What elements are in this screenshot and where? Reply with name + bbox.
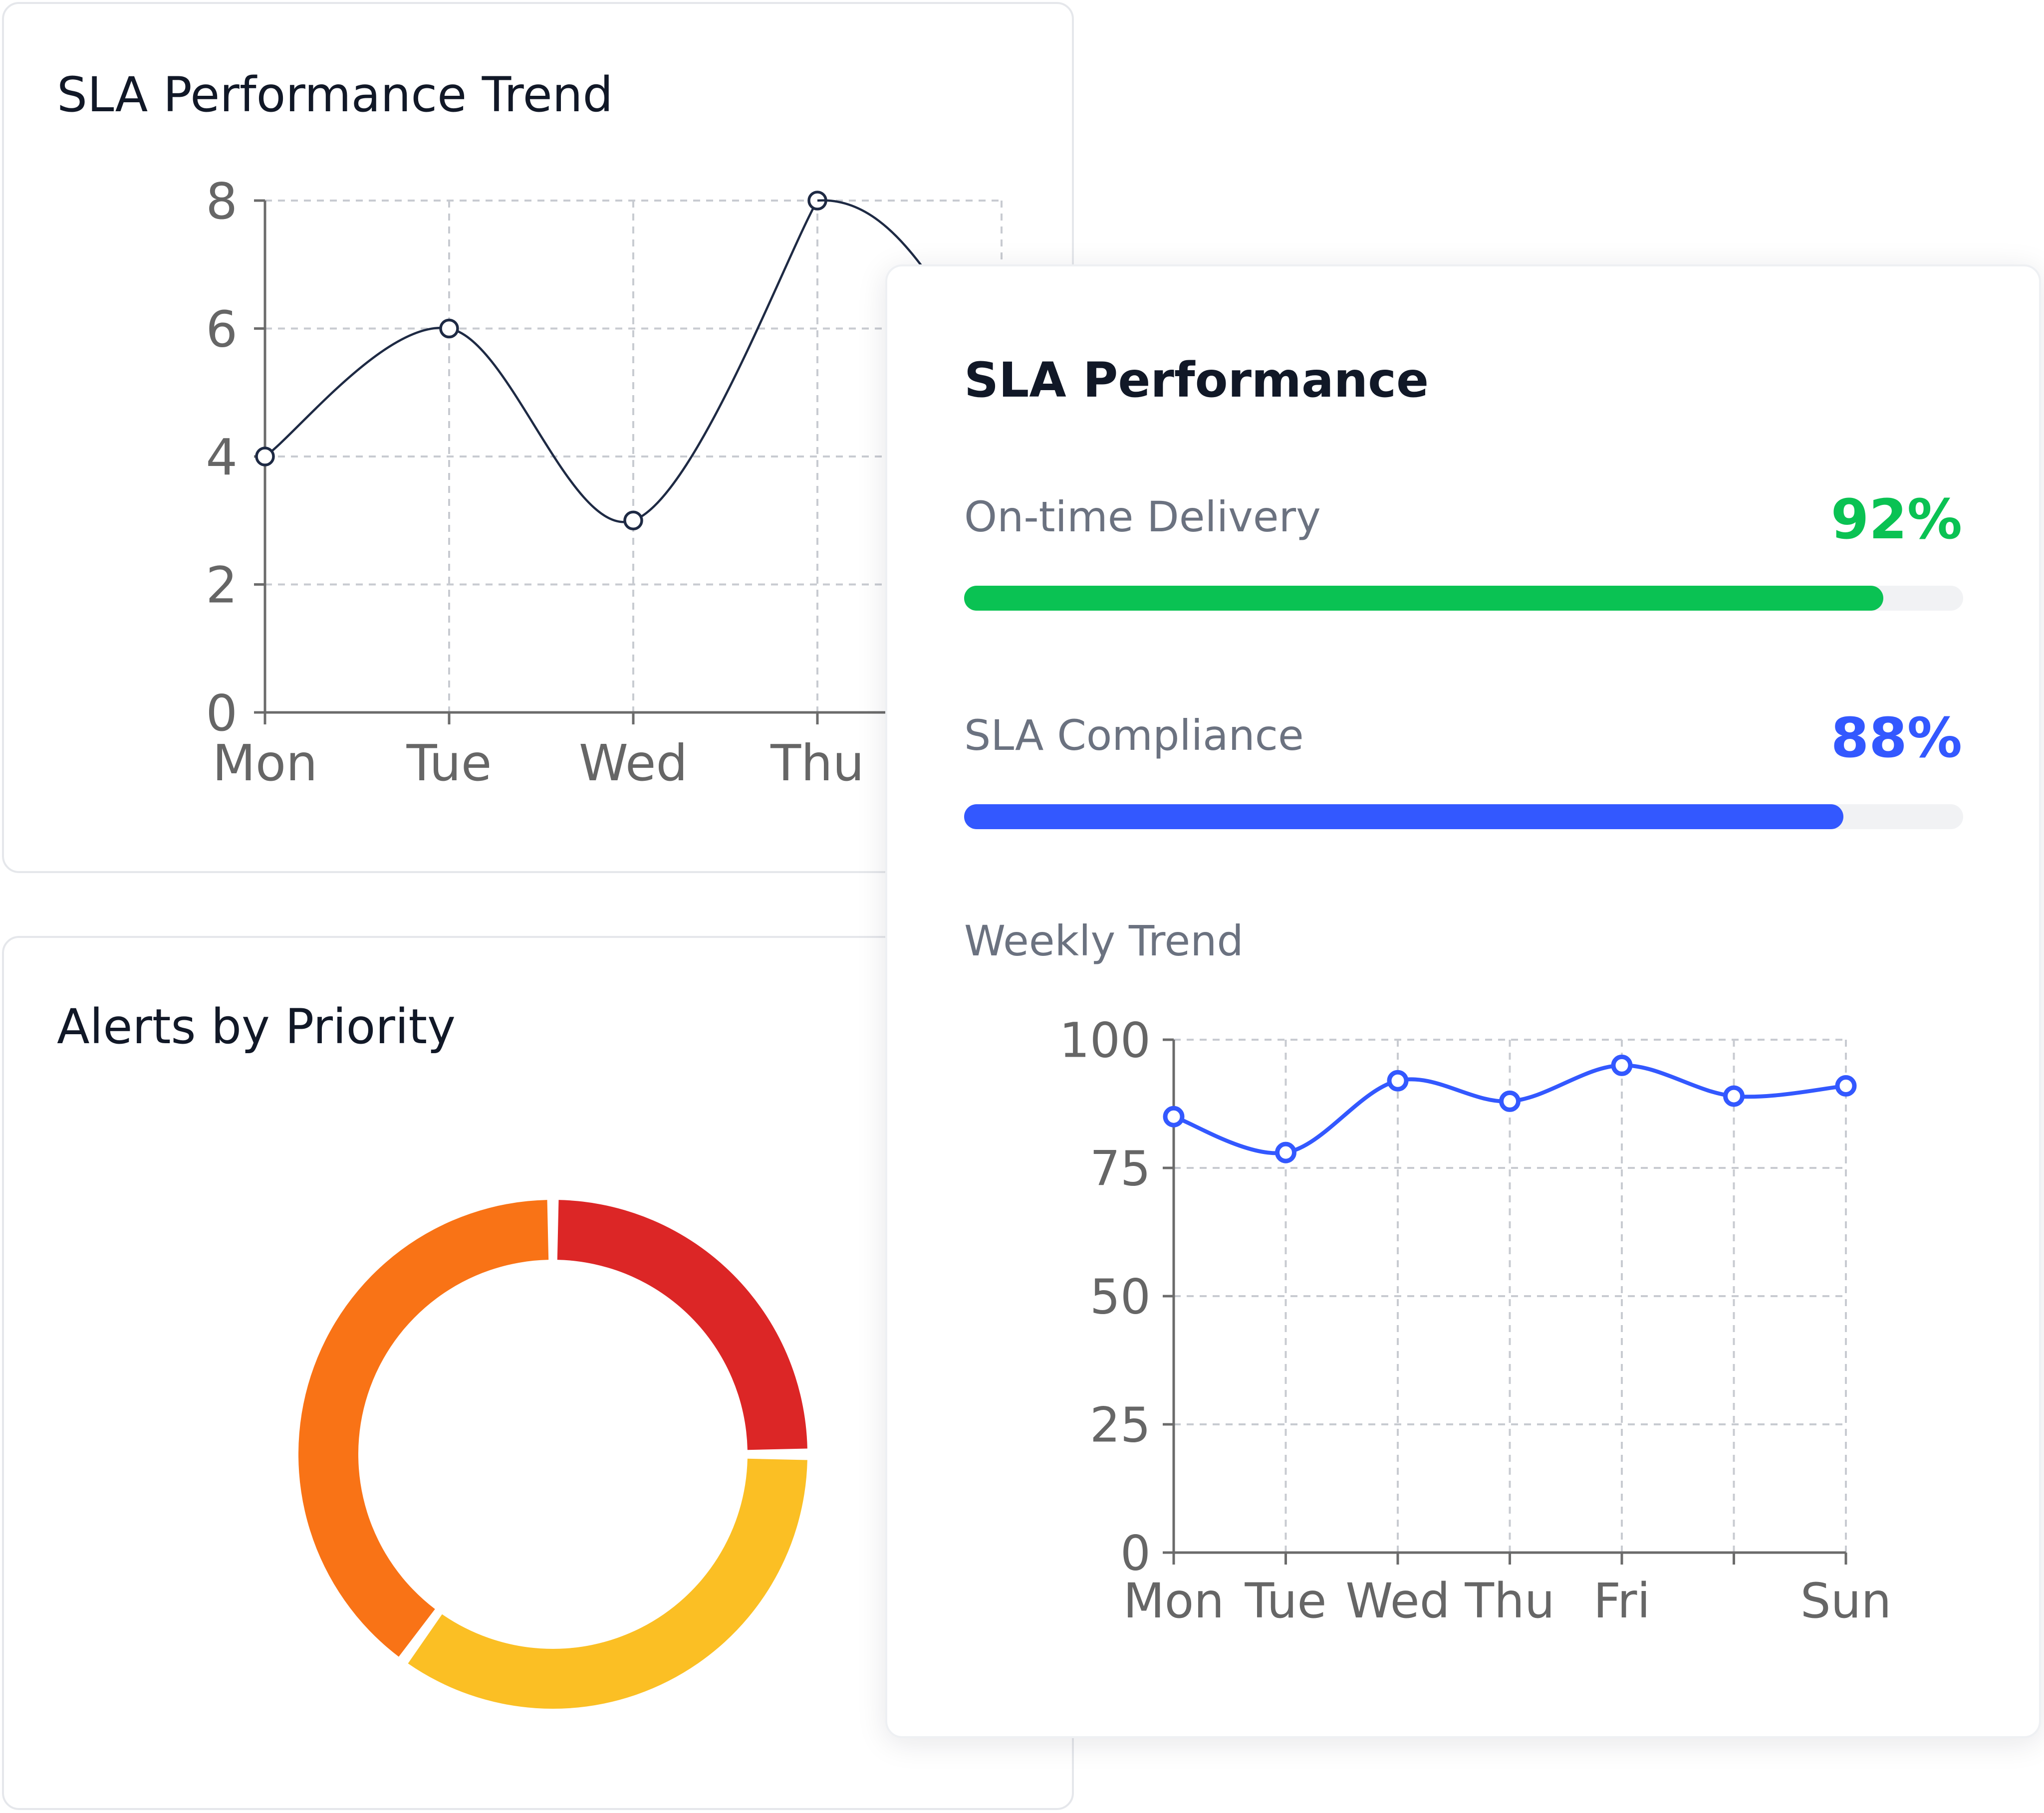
weekly-xtick-label: Fri: [1593, 1573, 1650, 1629]
weekly-data-point: [1723, 1085, 1745, 1107]
trend-ytick-label: 2: [206, 556, 238, 615]
trend-series-line: [264, 200, 818, 523]
weekly-data-point: [1499, 1090, 1521, 1112]
weekly-trend-chart: 0 25 50 75 100 Mon Tue Wed Thu Fri Sun: [1059, 1013, 1892, 1629]
sla-performance-title: SLA Performance: [964, 352, 1429, 408]
sla-trend-title: SLA Performance Trend: [57, 67, 613, 123]
on-time-delivery-label: On-time Delivery: [964, 492, 1321, 541]
trend-xtick-label: Mon: [213, 734, 318, 792]
weekly-data-point: [1611, 1054, 1633, 1076]
weekly-ytick-label: 75: [1090, 1141, 1151, 1197]
sla-performance-card: SLA Performance On-time Delivery 92% SLA…: [885, 264, 2041, 1738]
weekly-xtick-label: Mon: [1123, 1573, 1224, 1629]
sla-trend-chart: 0 2 4 6 8 Mon Tue Wed Thu: [206, 172, 1003, 792]
weekly-trend-label: Weekly Trend: [964, 916, 1244, 965]
trend-ytick-label: 8: [206, 172, 238, 230]
weekly-grid: [1163, 1038, 1847, 1554]
weekly-data-point: [1835, 1075, 1857, 1097]
weekly-xtick-label: Sun: [1800, 1573, 1892, 1629]
weekly-xtick-label: Thu: [1464, 1573, 1554, 1629]
weekly-data-point: [1163, 1106, 1185, 1128]
donut-slice: [298, 1200, 549, 1657]
trend-series-tail: [817, 199, 933, 281]
alerts-priority-donut-chart: [298, 1200, 807, 1709]
sla-compliance-progress-bar: [964, 804, 1963, 829]
sla-compliance-value: 88%: [1830, 706, 1962, 770]
weekly-xtick-label: Tue: [1245, 1573, 1327, 1629]
donut-slice: [557, 1200, 807, 1450]
trend-data-point: [255, 447, 275, 466]
weekly-ytick-label: 25: [1090, 1397, 1151, 1453]
trend-xtick-label: Wed: [579, 734, 688, 792]
trend-xtick-label: Tue: [406, 734, 492, 792]
weekly-ytick-label: 50: [1090, 1269, 1151, 1325]
weekly-data-point: [1387, 1070, 1409, 1092]
weekly-ytick-label: 0: [1120, 1526, 1151, 1582]
on-time-delivery-value: 92%: [1830, 487, 1962, 551]
trend-ytick-label: 6: [206, 300, 238, 359]
trend-ytick-label: 0: [206, 684, 238, 742]
sla-compliance-progress-fill: [964, 804, 1843, 829]
weekly-data-point: [1275, 1141, 1296, 1163]
weekly-ytick-label: 100: [1059, 1013, 1151, 1069]
trend-xtick-label: Thu: [770, 734, 864, 792]
weekly-xtick-label: Wed: [1345, 1573, 1450, 1629]
donut-slice: [408, 1458, 807, 1709]
alerts-priority-title: Alerts by Priority: [57, 999, 456, 1055]
trend-grid: [254, 199, 1003, 714]
trend-data-point: [439, 318, 459, 339]
on-time-delivery-progress-fill: [964, 586, 1883, 611]
sla-compliance-label: SLA Compliance: [964, 711, 1304, 760]
on-time-delivery-progress-bar: [964, 586, 1963, 611]
trend-data-point: [623, 510, 643, 530]
trend-ytick-label: 4: [206, 428, 238, 486]
